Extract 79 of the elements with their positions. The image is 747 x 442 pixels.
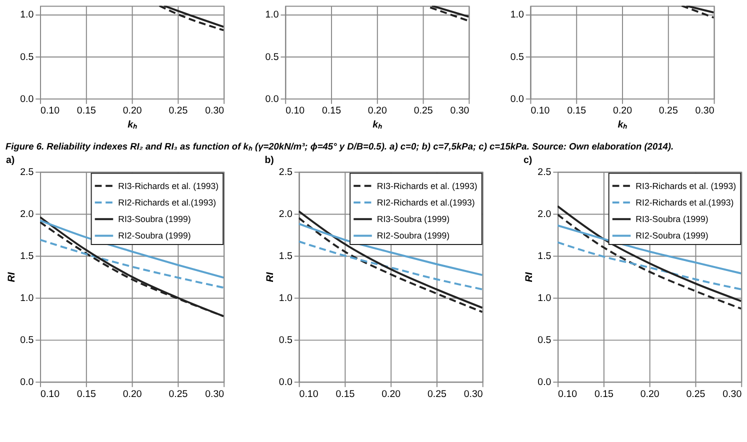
x-tick-label: 0.15 [76,106,96,117]
legend-label: RI2-Richards et al.(1993) [118,197,216,208]
y-tick-label: 0.5 [20,335,34,346]
y-tick-label: 1.0 [20,293,34,304]
x-tick-label: 0.30 [722,388,742,400]
x-tick-label: 0.20 [613,106,633,117]
y-tick-label: 0.0 [20,94,34,105]
legend-label: RI3-Soubra (1999) [118,214,191,224]
x-tick-label: 0.15 [336,388,356,400]
chart-title: b) [264,154,274,166]
x-tick-label: 0.10 [530,106,550,117]
x-tick-label: 0.25 [658,106,678,117]
legend-label: RI2-Richards et al.(1993) [376,197,475,208]
legend-label: RI3-Richards et al. (1993) [118,180,219,191]
x-tick-label: 0.15 [76,388,96,400]
x-tick-label: 0.25 [168,106,188,117]
y-tick-label: 0.5 [278,335,294,346]
y-tick-label: 0.0 [278,377,294,388]
y-tick-label: 0.0 [510,94,524,105]
x-tick-label: 0.15 [322,106,342,117]
x-tick-label: 0.15 [567,106,587,117]
x-tick-label: 0.25 [686,388,706,400]
x-tick-label: 0.20 [122,388,142,400]
x-tick-label: 0.30 [205,106,225,117]
legend-label: RI3-Richards et al. (1993) [376,180,478,191]
x-tick-label: 0.10 [40,388,60,400]
x-tick-label: 0.30 [205,388,225,400]
y-tick-label: 2.0 [20,209,34,220]
y-tick-label: 0.5 [20,52,34,63]
y-tick-label: 0.0 [265,94,280,105]
y-tick-label: 0.5 [538,335,552,346]
y-tick-label: 1.5 [278,251,294,262]
x-tick-label: 0.25 [168,388,188,400]
x-tick-label: 0.30 [464,388,484,400]
legend-label: RI2-Soubra (1999) [376,230,450,241]
x-tick-label: 0.15 [594,388,614,400]
y-tick-label: 0.5 [265,52,280,63]
x-tick-label: 0.10 [286,106,306,117]
y-tick-label: 1.0 [20,10,34,21]
caption: Figure 6. Reliability indexes RI₂ and RI₃ as function of kₕ (γ=20kN/m³; ϕ=45° y D/B=0.5). a) c=0; b) c=7,5kPa; c) c=15kPa. Source: Own elaboration (2014). [5,141,674,152]
x-tick-label: 0.10 [558,388,578,400]
x-tick-label: 0.20 [640,388,660,400]
chart-title: a) [6,154,15,166]
x-tick-label: 0.20 [368,106,388,117]
x-tick-label: 0.25 [414,106,434,117]
y-tick-label: 1.5 [538,251,552,262]
y-axis-title: RI [524,272,535,282]
legend-label: RI2-Richards et al.(1993) [636,197,734,208]
y-tick-label: 0.5 [510,52,524,63]
y-axis-title: RI [6,272,18,282]
y-tick-label: 0.0 [20,377,34,388]
x-tick-label: 0.30 [695,106,715,117]
chart-title: c) [523,154,532,166]
y-tick-label: 1.5 [20,251,34,262]
x-axis-title: kₕ [372,119,384,130]
x-axis-title: kₕ [128,119,138,130]
y-tick-label: 1.0 [538,293,552,304]
legend-label: RI3-Soubra (1999) [636,214,708,224]
legend-label: RI3-Richards et al. (1993) [636,180,736,191]
x-tick-label: 0.20 [382,388,402,400]
y-tick-label: 2.5 [20,167,34,178]
x-axis-title: kₕ [618,119,628,130]
legend-label: RI2-Soubra (1999) [118,230,191,241]
y-tick-label: 2.5 [538,167,552,178]
y-axis-title: RI [265,272,276,282]
x-tick-label: 0.10 [299,388,319,400]
x-tick-label: 0.10 [40,106,60,117]
x-tick-label: 0.25 [427,388,448,400]
y-tick-label: 0.0 [538,377,552,388]
y-tick-label: 2.0 [278,209,294,220]
y-tick-label: 1.0 [278,293,294,304]
y-tick-label: 1.0 [510,10,524,21]
y-tick-label: 2.5 [278,167,294,178]
x-tick-label: 0.20 [122,106,142,117]
y-tick-label: 1.0 [265,10,280,21]
y-tick-label: 2.0 [538,209,552,220]
legend-label: RI2-Soubra (1999) [636,230,708,241]
x-tick-label: 0.30 [450,106,470,117]
legend-label: RI3-Soubra (1999) [376,214,450,224]
